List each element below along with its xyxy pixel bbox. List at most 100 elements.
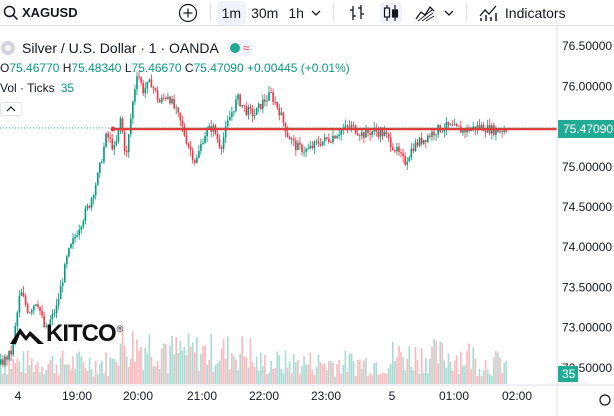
volume-bar	[379, 374, 382, 384]
market-status-badge[interactable]: ≈	[226, 40, 253, 56]
volume-bar	[59, 358, 62, 384]
candle-body	[68, 248, 70, 257]
volume-bar	[342, 364, 345, 384]
candle-body	[280, 112, 283, 116]
candle-body	[146, 81, 149, 89]
candle-body	[243, 105, 246, 107]
price-tick-label: 73.50000	[562, 280, 612, 294]
candle-body	[80, 226, 83, 230]
ohlc-values: O 75.46770 H 75.48340 L 75.46670 C 75.47090 …	[0, 61, 350, 75]
candle-body	[346, 125, 349, 127]
volume-bar	[6, 374, 8, 384]
candle-body	[103, 146, 105, 162]
volume-bar	[99, 364, 101, 384]
volume-bar	[389, 364, 392, 384]
candle-body	[305, 149, 307, 152]
chart-legend: Silver / U.S. Dollar · 1 · OANDA ≈ O 75.4…	[0, 38, 350, 116]
volume-bar	[371, 374, 373, 384]
interval-30m[interactable]: 30m	[251, 4, 279, 21]
volume-bar	[193, 352, 196, 384]
candle-body	[30, 310, 33, 313]
line-anchor-point[interactable]	[110, 126, 116, 132]
add-symbol-icon[interactable]	[178, 3, 198, 23]
volume-bar	[255, 356, 258, 384]
candle-body	[26, 304, 29, 313]
volume-badge	[558, 366, 578, 382]
candle-body	[204, 136, 206, 143]
candle-body	[127, 134, 130, 153]
volume-bar	[493, 357, 495, 384]
volume-bar	[2, 373, 4, 384]
candle-body	[181, 120, 184, 127]
interval-1h[interactable]: 1h	[288, 4, 304, 21]
volume-bar	[247, 367, 250, 384]
volume-bar	[39, 372, 41, 384]
collapse-legend-button[interactable]	[0, 102, 22, 116]
candle-body	[455, 124, 458, 126]
volume-bar	[396, 357, 398, 384]
volume-bar	[214, 365, 217, 384]
volume-bar	[301, 366, 303, 384]
series-eye-icon[interactable]	[0, 40, 16, 56]
volume-bar	[24, 373, 27, 384]
candle-body	[299, 142, 301, 145]
volume-bar	[94, 360, 97, 384]
candle-body	[140, 77, 142, 83]
candle-body	[398, 146, 400, 153]
volume-bar	[257, 370, 260, 384]
volume-bar	[462, 365, 464, 384]
volume-bar	[30, 358, 33, 384]
volume-bar	[356, 359, 359, 384]
candle-body	[88, 205, 91, 208]
volume-bar	[113, 358, 116, 384]
candle-body	[43, 315, 45, 327]
symbol-search[interactable]: XAGUSD	[0, 0, 86, 26]
candle-body	[90, 198, 93, 208]
volume-bar	[249, 338, 252, 384]
candle-body	[138, 76, 140, 78]
volume-bar	[338, 359, 340, 384]
candle-body	[290, 138, 293, 140]
volume-bar	[478, 368, 481, 384]
volume-bar	[264, 354, 266, 384]
volume-bar	[278, 355, 281, 384]
volume-bar	[179, 340, 182, 384]
candle-body	[495, 128, 497, 135]
indicators-button[interactable]: Indicators	[473, 0, 566, 26]
volume-bar	[61, 350, 64, 384]
candle-body	[193, 160, 196, 163]
candle-body	[282, 112, 285, 123]
chevron-down-icon[interactable]	[311, 8, 321, 18]
bar-style-icon[interactable]	[346, 2, 368, 24]
candle-body	[249, 107, 252, 109]
candle-body	[503, 130, 506, 132]
interval-1m[interactable]: 1m	[216, 0, 247, 25]
candles-icon[interactable]	[379, 1, 402, 24]
kitco-mark-icon	[10, 328, 44, 344]
candle-body	[371, 131, 373, 135]
price-chart[interactable]: 76.5000076.0000075.5000075.0000074.50000…	[0, 26, 614, 416]
candle-body	[35, 304, 37, 306]
volume-bar	[156, 361, 159, 384]
volume-bar	[222, 339, 225, 384]
volume-bar	[334, 376, 336, 384]
volume-bar	[447, 353, 450, 384]
candle-body	[132, 101, 134, 119]
volume-bar	[431, 346, 433, 384]
volume-bar	[482, 370, 485, 384]
candle-body	[224, 126, 227, 138]
candle-body	[245, 106, 248, 116]
candle-body	[255, 107, 258, 115]
chevron-down-icon[interactable]	[444, 8, 454, 18]
volume-bar	[340, 374, 343, 384]
volume-bar	[346, 371, 349, 384]
volume-bar	[352, 361, 355, 384]
candle-body	[408, 157, 411, 162]
candle-body	[377, 131, 380, 137]
volume-bar	[295, 362, 297, 384]
candle-body	[462, 129, 464, 133]
volume-bar	[381, 372, 384, 384]
settings-gear-icon[interactable]	[599, 394, 611, 406]
candle-body	[183, 126, 186, 136]
area-style-icon[interactable]	[414, 2, 436, 24]
